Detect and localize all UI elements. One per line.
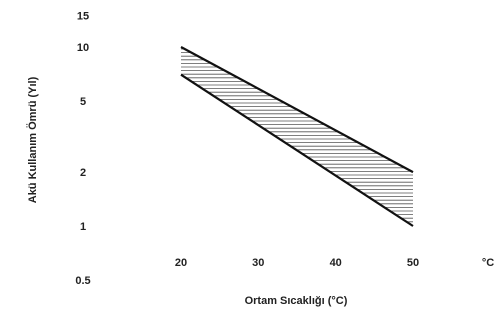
lower-boundary-line — [180, 73, 414, 227]
x-tick-label-20: 20 — [175, 257, 187, 269]
x-unit-label: °C — [482, 257, 494, 269]
y-tick-label-5: 5 — [80, 96, 86, 108]
y-tick-label-2: 2 — [80, 167, 86, 179]
hatch-fill — [181, 48, 413, 226]
y-axis-label: Akü Kullanım Ömrü (Yıl) — [26, 76, 39, 203]
y-tick-label-1: 1 — [80, 221, 86, 233]
y-tick-label-10: 10 — [77, 42, 89, 54]
x-tick-label-30: 30 — [252, 257, 264, 269]
upper-boundary-line — [180, 46, 414, 174]
x-axis-label: Ortam Sıcaklığı (°C) — [245, 295, 348, 307]
x-tick-label-40: 40 — [330, 257, 342, 269]
x-tick-label-50: 50 — [407, 257, 419, 269]
y-tick-label-0.5: 0.5 — [75, 275, 90, 287]
y-tick-label-15: 15 — [77, 11, 89, 23]
